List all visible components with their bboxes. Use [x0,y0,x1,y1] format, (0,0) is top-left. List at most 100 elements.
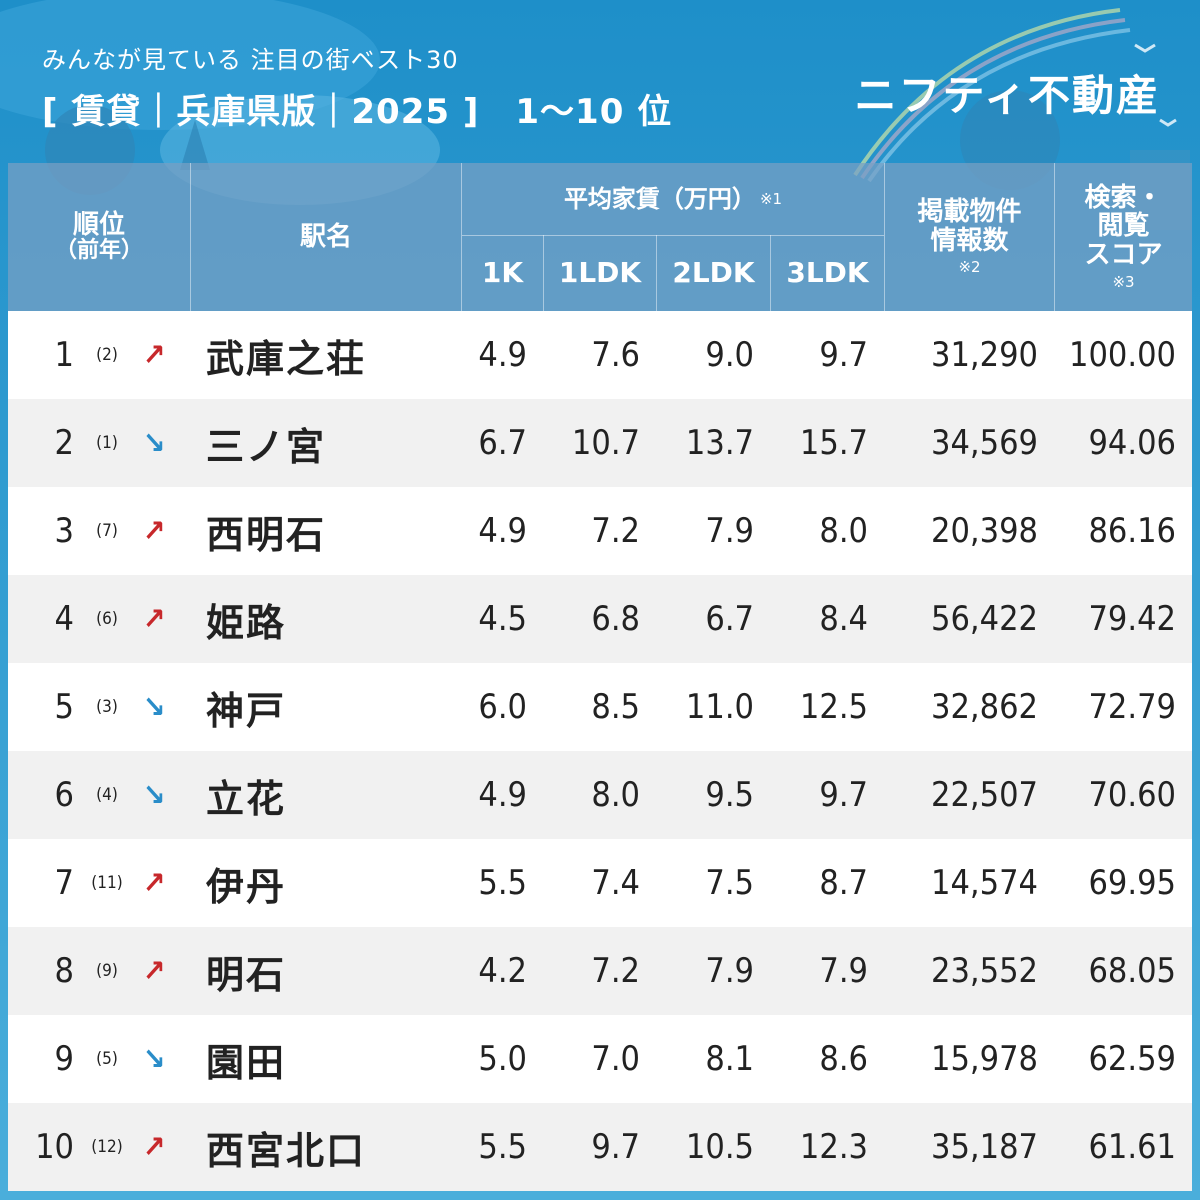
trend-up-icon: ↗ [142,337,166,373]
rank: 7 [54,863,74,903]
divider [190,163,191,311]
score: 86.16 [1088,511,1176,551]
listings-count: 32,862 [931,687,1038,727]
rent-2ldk: 6.7 [705,599,754,639]
rent-1k: 5.0 [478,1039,527,1079]
trend-up-icon: ↗ [142,513,166,549]
col-3ldk-header: 3LDK [786,255,869,289]
rent-1k: 4.9 [478,775,527,815]
table-header: 順位 （前年） 駅名 平均家賃（万円） ※1 1K 1LDK 2LDK 3LDK … [8,163,1192,311]
col-1k-header: 1K [481,255,524,289]
station-name: 園田 [206,1040,287,1085]
rent-1ldk: 7.2 [591,511,640,551]
rent-note: ※1 [759,189,783,208]
score: 79.42 [1088,599,1176,639]
table-row: 6 (4) ↘ 立花 4.9 8.0 9.5 9.7 22,507 70.60 [8,751,1192,839]
rent-2ldk: 7.5 [705,863,754,903]
rent-3ldk: 12.3 [799,1127,868,1167]
listings-count: 34,569 [931,423,1038,463]
divider [461,163,462,311]
divider [1054,163,1055,311]
title-main: [ 賃貸｜兵庫県版｜2025 ] [42,92,480,132]
divider [462,235,884,236]
rank: 8 [54,951,74,991]
rank: 6 [54,775,74,815]
col-rank-prev-label: （前年） [54,238,143,264]
rent-1ldk: 7.2 [591,951,640,991]
station-name: 神戸 [206,688,287,733]
page-title: [ 賃貸｜兵庫県版｜2025 ] 1〜10 位 [42,84,672,133]
rank: 9 [54,1039,74,1079]
table-row: 5 (3) ↘ 神戸 6.0 8.5 11.0 12.5 32,862 72.7… [8,663,1192,751]
rent-1ldk: 8.0 [591,775,640,815]
rent-1ldk: 6.8 [591,599,640,639]
trend-down-icon: ↘ [142,1041,166,1077]
rank: 4 [54,599,74,639]
rent-1ldk: 10.7 [571,423,640,463]
trend-down-icon: ↘ [142,425,166,461]
previous-rank: (2) [96,345,118,365]
rent-3ldk: 15.7 [799,423,868,463]
rent-1k: 6.0 [478,687,527,727]
trend-up-icon: ↗ [142,865,166,901]
previous-rank: (5) [96,1049,118,1069]
col-score-header: 検索・ 閲覧 スコア ※3 [1055,163,1192,311]
score: 61.61 [1088,1127,1176,1167]
listings-count: 23,552 [931,951,1038,991]
score: 72.79 [1088,687,1176,727]
rent-3ldk: 12.5 [799,687,868,727]
col-score-label-3: スコア [1084,240,1163,271]
col-rank-header: 順位 （前年） [8,163,190,311]
score: 68.05 [1088,951,1176,991]
rent-1k: 4.9 [478,335,527,375]
rank: 2 [54,423,74,463]
col-rent-label: 平均家賃（万円） [563,184,756,213]
rank: 5 [54,687,74,727]
table-row: 2 (1) ↘ 三ノ宮 6.7 10.7 13.7 15.7 34,569 94… [8,399,1192,487]
divider [884,163,885,311]
station-name: 明石 [206,952,287,997]
listings-count: 56,422 [931,599,1038,639]
rent-2ldk: 7.9 [705,951,754,991]
trend-up-icon: ↗ [142,601,166,637]
rent-1k: 4.2 [478,951,527,991]
rent-2ldk: 9.0 [705,335,754,375]
col-2ldk-header: 2LDK [672,255,755,289]
previous-rank: (11) [91,873,123,893]
score: 69.95 [1088,863,1176,903]
previous-rank: (1) [96,433,118,453]
table-row: 4 (6) ↗ 姫路 4.5 6.8 6.7 8.4 56,422 79.42 [8,575,1192,663]
rent-3ldk: 8.7 [819,863,868,903]
station-name: 西宮北口 [206,1128,367,1173]
rent-2ldk: 13.7 [685,423,754,463]
rent-3ldk: 8.4 [819,599,868,639]
title-range: 1〜10 位 [515,92,673,132]
trend-down-icon: ↘ [142,777,166,813]
rent-3ldk: 9.7 [819,775,868,815]
listings-count: 20,398 [931,511,1038,551]
col-rent-header: 平均家賃（万円） ※1 [462,163,884,235]
rent-3ldk: 7.9 [819,951,868,991]
station-name: 姫路 [206,600,287,645]
station-name: 西明石 [206,512,327,557]
rent-1ldk: 8.5 [591,687,640,727]
col-listings-label-1: 掲載物件 [917,197,1022,228]
trend-up-icon: ↗ [142,953,166,989]
previous-rank: (6) [96,609,118,629]
station-name: 立花 [206,776,287,821]
listings-note: ※2 [958,258,981,277]
col-1ldk-header: 1LDK [558,255,642,289]
divider [770,235,771,311]
score: 62.59 [1088,1039,1176,1079]
rent-3ldk: 9.7 [819,335,868,375]
col-rank-label: 順位 [72,209,125,240]
table-row: 8 (9) ↗ 明石 4.2 7.2 7.9 7.9 23,552 68.05 [8,927,1192,1015]
rent-1k: 5.5 [478,1127,527,1167]
col-listings-header: 掲載物件 情報数 ※2 [885,163,1054,311]
table-row: 9 (5) ↘ 園田 5.0 7.0 8.1 8.6 15,978 62.59 [8,1015,1192,1103]
rent-1k: 6.7 [478,423,527,463]
rent-2ldk: 11.0 [685,687,754,727]
rank: 10 [35,1127,74,1167]
trend-down-icon: ↘ [142,689,166,725]
divider [543,235,544,311]
